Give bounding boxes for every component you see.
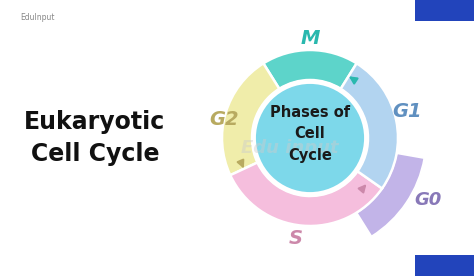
FancyBboxPatch shape xyxy=(415,0,474,21)
Circle shape xyxy=(252,80,368,196)
Text: G2: G2 xyxy=(209,110,239,129)
FancyBboxPatch shape xyxy=(415,255,474,276)
Circle shape xyxy=(258,86,362,190)
Text: Edu input: Edu input xyxy=(241,139,339,157)
Text: M: M xyxy=(301,28,319,47)
Text: G0: G0 xyxy=(414,191,442,209)
Text: Eukaryotic
Cell Cycle: Eukaryotic Cell Cycle xyxy=(24,110,165,166)
Text: EduInput: EduInput xyxy=(21,14,55,23)
Wedge shape xyxy=(222,63,279,175)
Text: G1: G1 xyxy=(393,102,422,121)
Wedge shape xyxy=(341,63,398,189)
Text: S: S xyxy=(289,229,303,248)
Wedge shape xyxy=(230,163,382,226)
Text: Phases of
Cell
Cycle: Phases of Cell Cycle xyxy=(270,105,350,163)
Wedge shape xyxy=(356,153,424,236)
Wedge shape xyxy=(264,50,356,89)
